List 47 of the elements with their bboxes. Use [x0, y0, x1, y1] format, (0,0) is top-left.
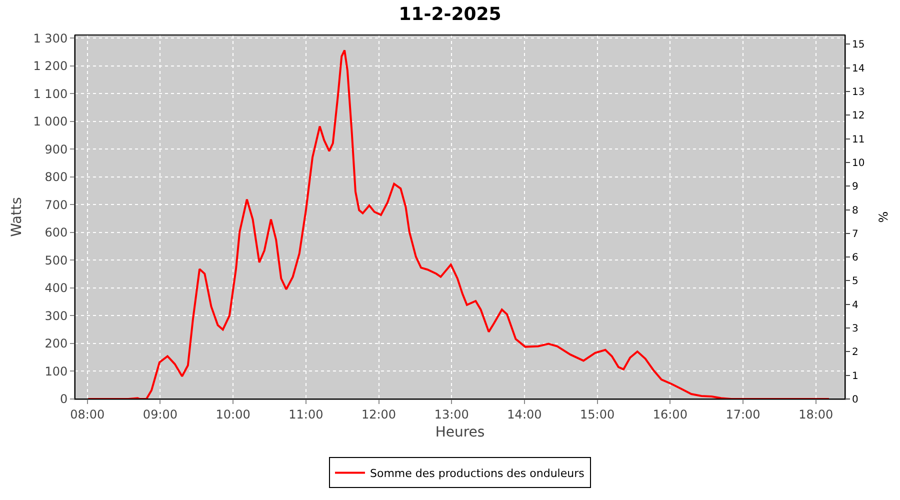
y-tick-label: 600: [44, 226, 68, 240]
y-tick-label: 700: [44, 198, 68, 212]
x-tick-label: 16:00: [652, 407, 688, 422]
y2-tick-label: 9: [852, 182, 858, 193]
y-tick-label: 200: [44, 336, 68, 351]
chart-title: 11-2-2025: [398, 4, 502, 26]
y-tick-label: 1 300: [33, 31, 68, 46]
y2-tick-label: 0: [852, 394, 858, 406]
legend-label: Somme des productions des onduleurs: [370, 467, 585, 480]
y2-tick-label: 11: [852, 134, 865, 146]
y-tick-label: 1 100: [33, 86, 68, 101]
x-tick-label: 12:00: [361, 407, 396, 422]
y2-tick-label: 13: [852, 87, 865, 98]
y-tick-label: 400: [44, 281, 68, 296]
y2-tick-label: 8: [852, 205, 858, 216]
y2-tick-label: 14: [852, 63, 865, 74]
y-axis-title: Watts: [8, 197, 25, 237]
y2-tick-label: 3: [852, 324, 858, 335]
y-tick-label: 900: [44, 142, 68, 156]
x-tick-label: 10:00: [216, 407, 250, 422]
x-axis-title: Heures: [435, 424, 485, 441]
y-tick-label: 0: [60, 392, 68, 406]
line-series: [87, 49, 830, 399]
y-tick-label: 100: [44, 364, 68, 378]
y-tick-label: 300: [44, 308, 68, 323]
y2-tick-label: 12: [852, 110, 865, 122]
x-tick-label: 08:00: [70, 407, 105, 422]
x-tick-label: 09:00: [142, 407, 178, 422]
y2-tick-label: 7: [852, 228, 858, 240]
y2-tick-label: 6: [852, 252, 858, 264]
y2-tick-label: 5: [852, 276, 858, 288]
x-tick-label: 14:00: [507, 407, 542, 422]
y2-tick-label: 1: [852, 370, 858, 382]
x-tick-label: 18:00: [798, 407, 834, 422]
y2-axis-title: %: [876, 211, 891, 223]
y-tick-label: 1 000: [33, 114, 68, 129]
x-tick-label: 17:00: [726, 407, 760, 422]
y2-tick-label: 4: [852, 300, 858, 311]
x-tick-label: 11:00: [288, 407, 324, 422]
y2-tick-label: 15: [852, 40, 865, 51]
y-tick-label: 500: [44, 253, 68, 268]
y-tick-label: 800: [44, 170, 68, 184]
y2-tick-label: 10: [852, 158, 865, 169]
y-tick-label: 1 200: [33, 59, 68, 74]
x-tick-label: 13:00: [434, 407, 469, 422]
x-tick-label: 15:00: [580, 407, 615, 422]
y2-tick-label: 2: [852, 347, 858, 358]
